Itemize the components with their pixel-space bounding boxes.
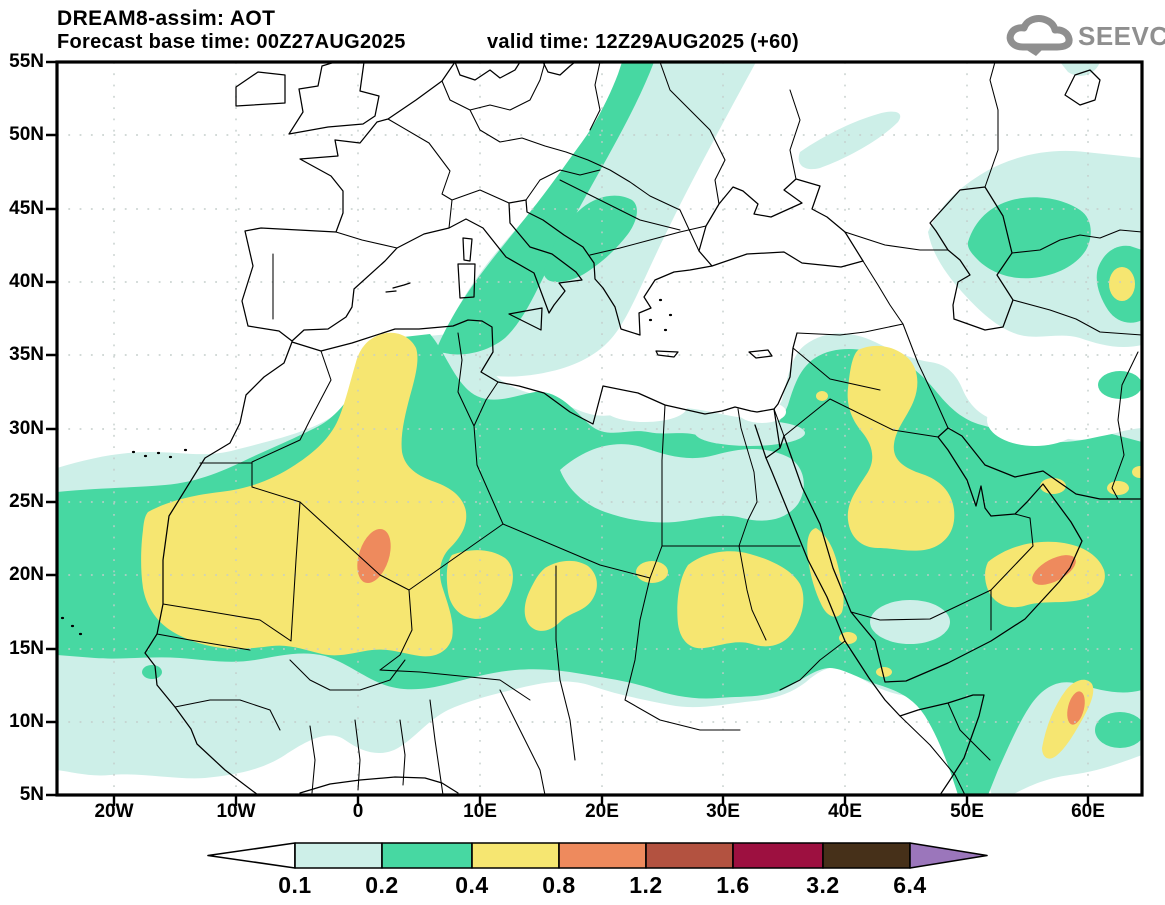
lat-label-20n: 20N: [9, 564, 44, 585]
cloud-arrow-icon: [1006, 15, 1073, 56]
lat-label-50n: 50N: [9, 124, 44, 145]
lat-label-55n: 55N: [9, 51, 44, 72]
forecast-base-time: Forecast base time: 00Z27AUG2025: [57, 31, 406, 53]
lon-label-10w: 10W: [216, 801, 256, 822]
country-borders: [156, 62, 1142, 795]
logo-text: SEEVCCC: [1078, 21, 1165, 51]
aot-green-caucasus: [967, 197, 1091, 279]
aot-cyan-libya-egypt: [560, 444, 804, 523]
legend-arrow-below: [207, 842, 296, 869]
lon-label-20e: 20E: [585, 801, 619, 822]
legend-value-6.4: 6.4: [893, 872, 927, 898]
aot-cyan-arabia-south: [870, 600, 950, 644]
graticule: [57, 62, 1142, 795]
aot-yellow-sudan: [677, 551, 804, 649]
aot-cyan-topright: [1060, 62, 1100, 76]
lat-label-10n: 10N: [9, 711, 44, 732]
legend-value-0.4: 0.4: [455, 872, 489, 898]
aot-white-sirte: [603, 392, 687, 422]
lon-label-50e: 50E: [950, 801, 984, 822]
aot-orange-oman: [1032, 555, 1076, 585]
aot-yellow-iraq-saudi: [847, 345, 955, 551]
lon-label-40e: 40E: [828, 801, 862, 822]
legend-value-3.2: 3.2: [806, 872, 840, 898]
lon-label-10e: 10E: [463, 801, 497, 822]
lon-label-60e: 60E: [1071, 801, 1105, 822]
legend-arrow-above: [909, 842, 988, 869]
lat-label-5n: 5N: [19, 784, 44, 805]
legend-colorbar: [207, 842, 988, 869]
legend-value-1.2: 1.2: [629, 872, 663, 898]
aot-white-iran: [987, 394, 1083, 446]
aot-orange-niger: [357, 528, 391, 584]
aot-white-delta: [738, 401, 786, 423]
aot-yellow-chad: [524, 560, 597, 631]
page-title: DREAM8-assim: AOT: [57, 7, 276, 30]
aot-green-balkan-bulge: [543, 195, 637, 282]
legend-value-0.1: 0.1: [278, 872, 312, 898]
lat-label-15n: 15N: [9, 638, 44, 659]
lat-label-45n: 45N: [9, 198, 44, 219]
legend-value-1.6: 1.6: [716, 872, 750, 898]
aot-orange-somalia: [1067, 691, 1085, 725]
forecast-valid-time: valid time: 12Z29AUG2025 (+60): [487, 31, 799, 53]
aot-yellow-niger-east: [446, 550, 513, 619]
legend-value-0.2: 0.2: [365, 872, 399, 898]
legend-value-0.8: 0.8: [542, 872, 576, 898]
map-frame: [46, 60, 1144, 806]
aot-cyan-ukraine-streak: [798, 111, 901, 170]
coastlines: [60, 62, 1142, 795]
lat-label-35n: 35N: [9, 344, 44, 365]
lat-label-30n: 30N: [9, 418, 44, 439]
lat-label-40n: 40N: [9, 271, 44, 292]
aot-yellow-redsea-coast: [807, 528, 844, 617]
lat-label-25n: 25N: [9, 491, 44, 512]
lon-label-0: 0: [352, 801, 364, 822]
lon-label-30e: 30E: [706, 801, 740, 822]
aot-cyan-egypt-coast: [695, 420, 805, 446]
lon-label-20w: 20W: [94, 801, 134, 822]
